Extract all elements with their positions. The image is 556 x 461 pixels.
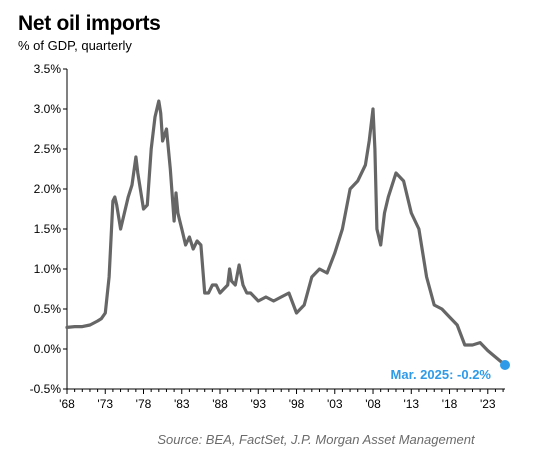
x-axis: '68 '73 '78 '83 '88 '93 '98 '03 '08 '13 '18 '23	[59, 388, 505, 411]
y-tick-label: 2.5%	[34, 142, 62, 156]
x-tick-label: '78	[136, 397, 152, 411]
y-tick-label: 0.0%	[34, 342, 62, 356]
x-tick-label: '03	[327, 397, 343, 411]
x-tick-label: '98	[289, 397, 305, 411]
x-tick-label: '88	[212, 397, 228, 411]
y-axis: -0.5% 0.0% 0.5% 1.0% 1.5% 2.0% 2.5% 3.0% 3.5%	[30, 62, 68, 396]
y-tick-label: 3.5%	[34, 62, 62, 76]
x-tick-label: '83	[174, 397, 190, 411]
y-tick-label: 1.5%	[34, 222, 62, 236]
series-line	[65, 99, 507, 367]
y-tick-label: 3.0%	[34, 102, 62, 116]
x-tick-label: '13	[403, 397, 419, 411]
annotation-group: Mar. 2025: -0.2%	[391, 360, 510, 382]
y-tick-label: 1.0%	[34, 262, 62, 276]
y-tick-label: -0.5%	[30, 382, 62, 396]
x-tick-label: '18	[442, 397, 458, 411]
x-tick-label: '08	[365, 397, 381, 411]
x-tick-label: '73	[97, 397, 113, 411]
y-tick-label: 2.0%	[34, 182, 62, 196]
latest-point-marker	[500, 360, 510, 370]
x-tick-label: '23	[480, 397, 496, 411]
chart-subtitle: % of GDP, quarterly	[18, 38, 132, 53]
source-note: Source: BEA, FactSet, J.P. Morgan Asset …	[157, 432, 475, 447]
chart-title: Net oil imports	[18, 12, 161, 35]
x-tick-label: '93	[250, 397, 266, 411]
y-tick-label: 0.5%	[34, 302, 62, 316]
series-group	[65, 99, 507, 367]
x-tick-label: '68	[59, 397, 75, 411]
latest-value-label: Mar. 2025: -0.2%	[391, 367, 492, 382]
